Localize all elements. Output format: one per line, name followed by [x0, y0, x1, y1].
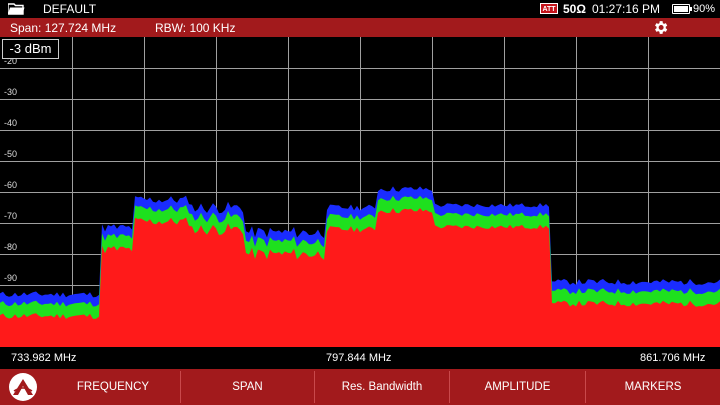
spectrum-display[interactable]: -20 -30 -40 -50 -60 -70 -80 -90 -3 dBm	[0, 37, 720, 347]
stop-frequency: 861.706 MHz	[640, 352, 706, 364]
frequency-axis: 733.982 MHz 797.844 MHz 861.706 MHz	[0, 347, 720, 369]
battery-icon	[672, 4, 692, 14]
home-logo-icon[interactable]	[9, 373, 37, 401]
softkey-bar: FREQUENCY SPAN Res. Bandwidth AMPLITUDE …	[0, 369, 720, 405]
y-axis-label: -90	[4, 273, 18, 283]
markers-button[interactable]: MARKERS	[585, 371, 720, 403]
y-axis-label: -50	[4, 149, 18, 159]
attenuator-badge: ATT	[540, 3, 558, 14]
center-frequency: 797.844 MHz	[326, 352, 392, 364]
gear-icon[interactable]	[652, 19, 669, 36]
reference-level[interactable]: -3 dBm	[2, 39, 59, 59]
y-axis-label: -20	[4, 56, 18, 66]
res-bandwidth-button[interactable]: Res. Bandwidth	[314, 371, 449, 403]
info-bar: Span: 127.724 MHz RBW: 100 KHz	[0, 18, 720, 37]
amplitude-button[interactable]: AMPLITUDE	[449, 371, 585, 403]
spectrum-trace	[0, 186, 720, 347]
frequency-button[interactable]: FREQUENCY	[76, 381, 150, 393]
clock: 01:27:16 PM	[592, 2, 661, 16]
trace-avg-layer	[0, 208, 720, 347]
start-frequency: 733.982 MHz	[11, 352, 77, 364]
battery-percent: 90%	[693, 3, 716, 15]
y-axis-label: -30	[4, 87, 18, 97]
folder-icon[interactable]	[8, 3, 25, 15]
y-axis-label: -70	[4, 211, 18, 221]
spectrum-svg	[0, 37, 720, 347]
y-axis-label: -80	[4, 242, 18, 252]
span-button[interactable]: SPAN	[180, 371, 314, 403]
config-title: DEFAULT	[43, 2, 97, 16]
y-axis-label: -40	[4, 118, 18, 128]
rbw-readout: RBW: 100 KHz	[155, 21, 236, 35]
span-readout: Span: 127.724 MHz	[10, 21, 117, 35]
status-bar: DEFAULT ATT 50Ω 01:27:16 PM 90%	[0, 0, 720, 18]
y-axis-label: -60	[4, 180, 18, 190]
impedance-indicator: 50Ω	[563, 2, 586, 16]
